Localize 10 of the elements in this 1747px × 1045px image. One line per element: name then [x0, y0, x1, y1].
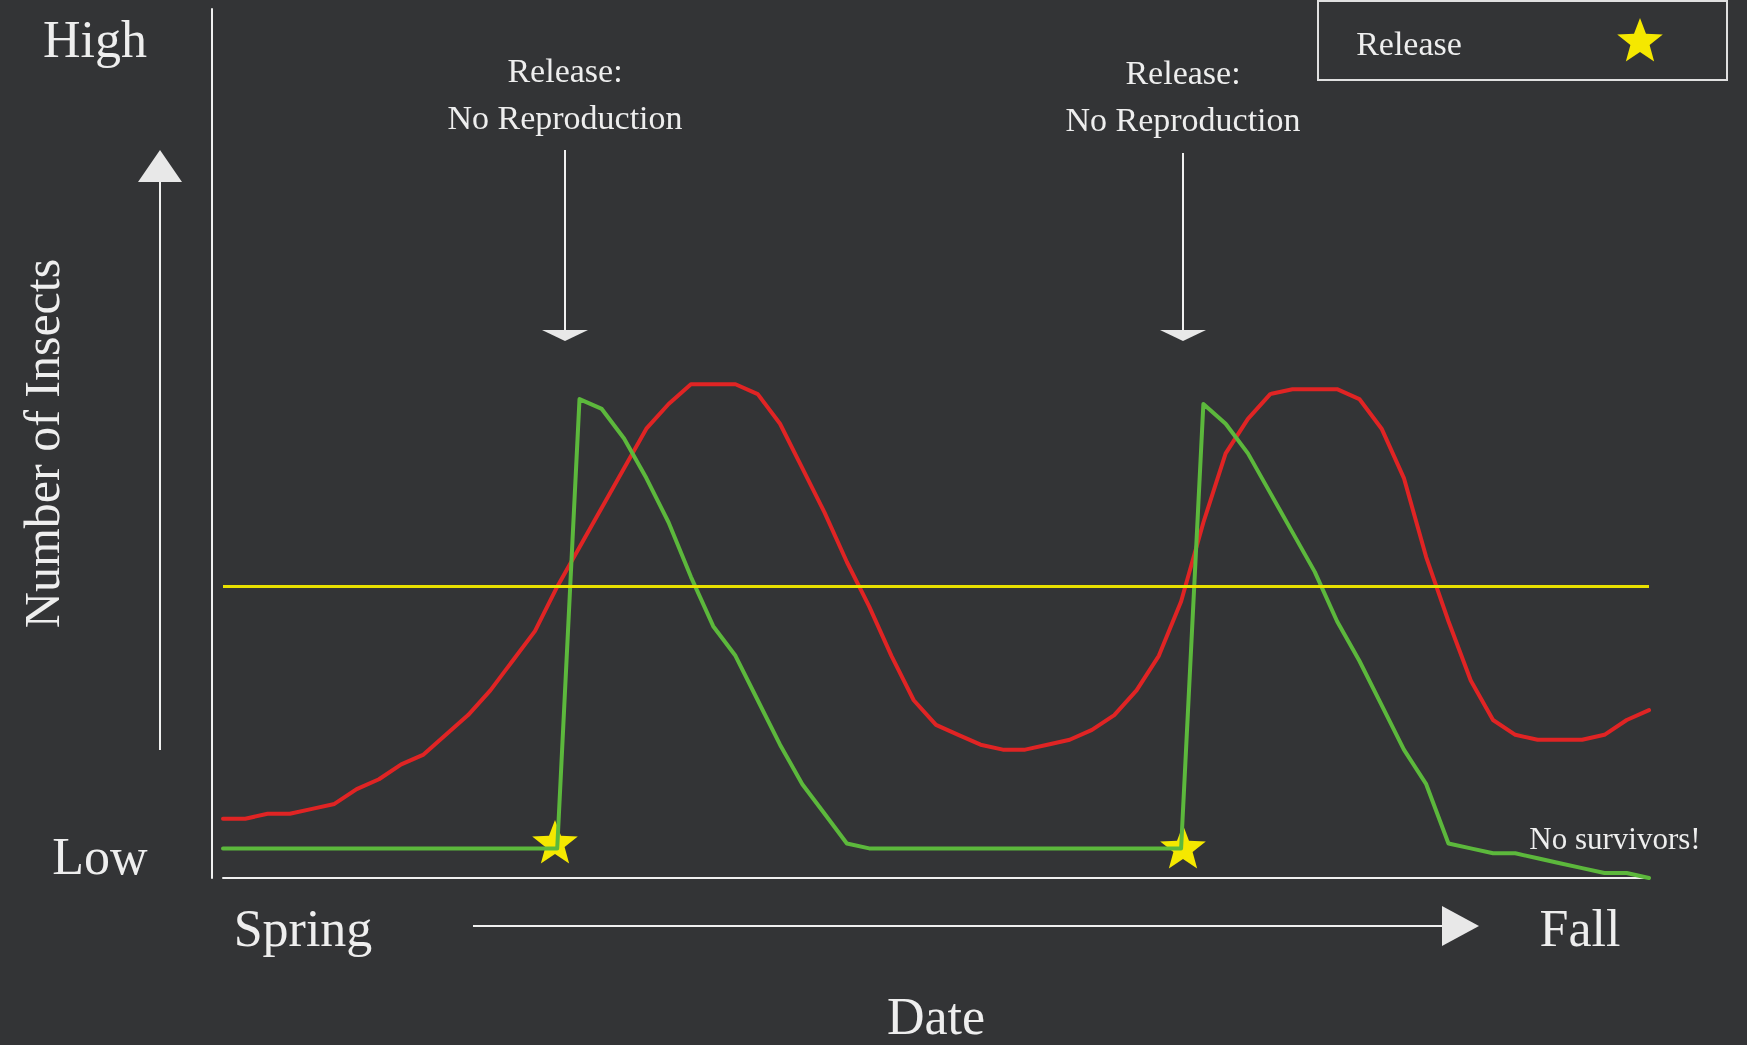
text: Release [1356, 24, 1462, 62]
text: Low [52, 827, 149, 885]
text: Fall [1539, 899, 1621, 957]
text: High [43, 10, 147, 68]
x-axis-title: Date [886, 987, 986, 1045]
text: Release: No Reproduction [1065, 53, 1301, 139]
y-axis-title: Number of Insects [14, 258, 70, 629]
text: Release: No Reproduction [447, 51, 683, 137]
text: Spring [233, 899, 373, 957]
annotation: No survivors! [1529, 820, 1701, 856]
